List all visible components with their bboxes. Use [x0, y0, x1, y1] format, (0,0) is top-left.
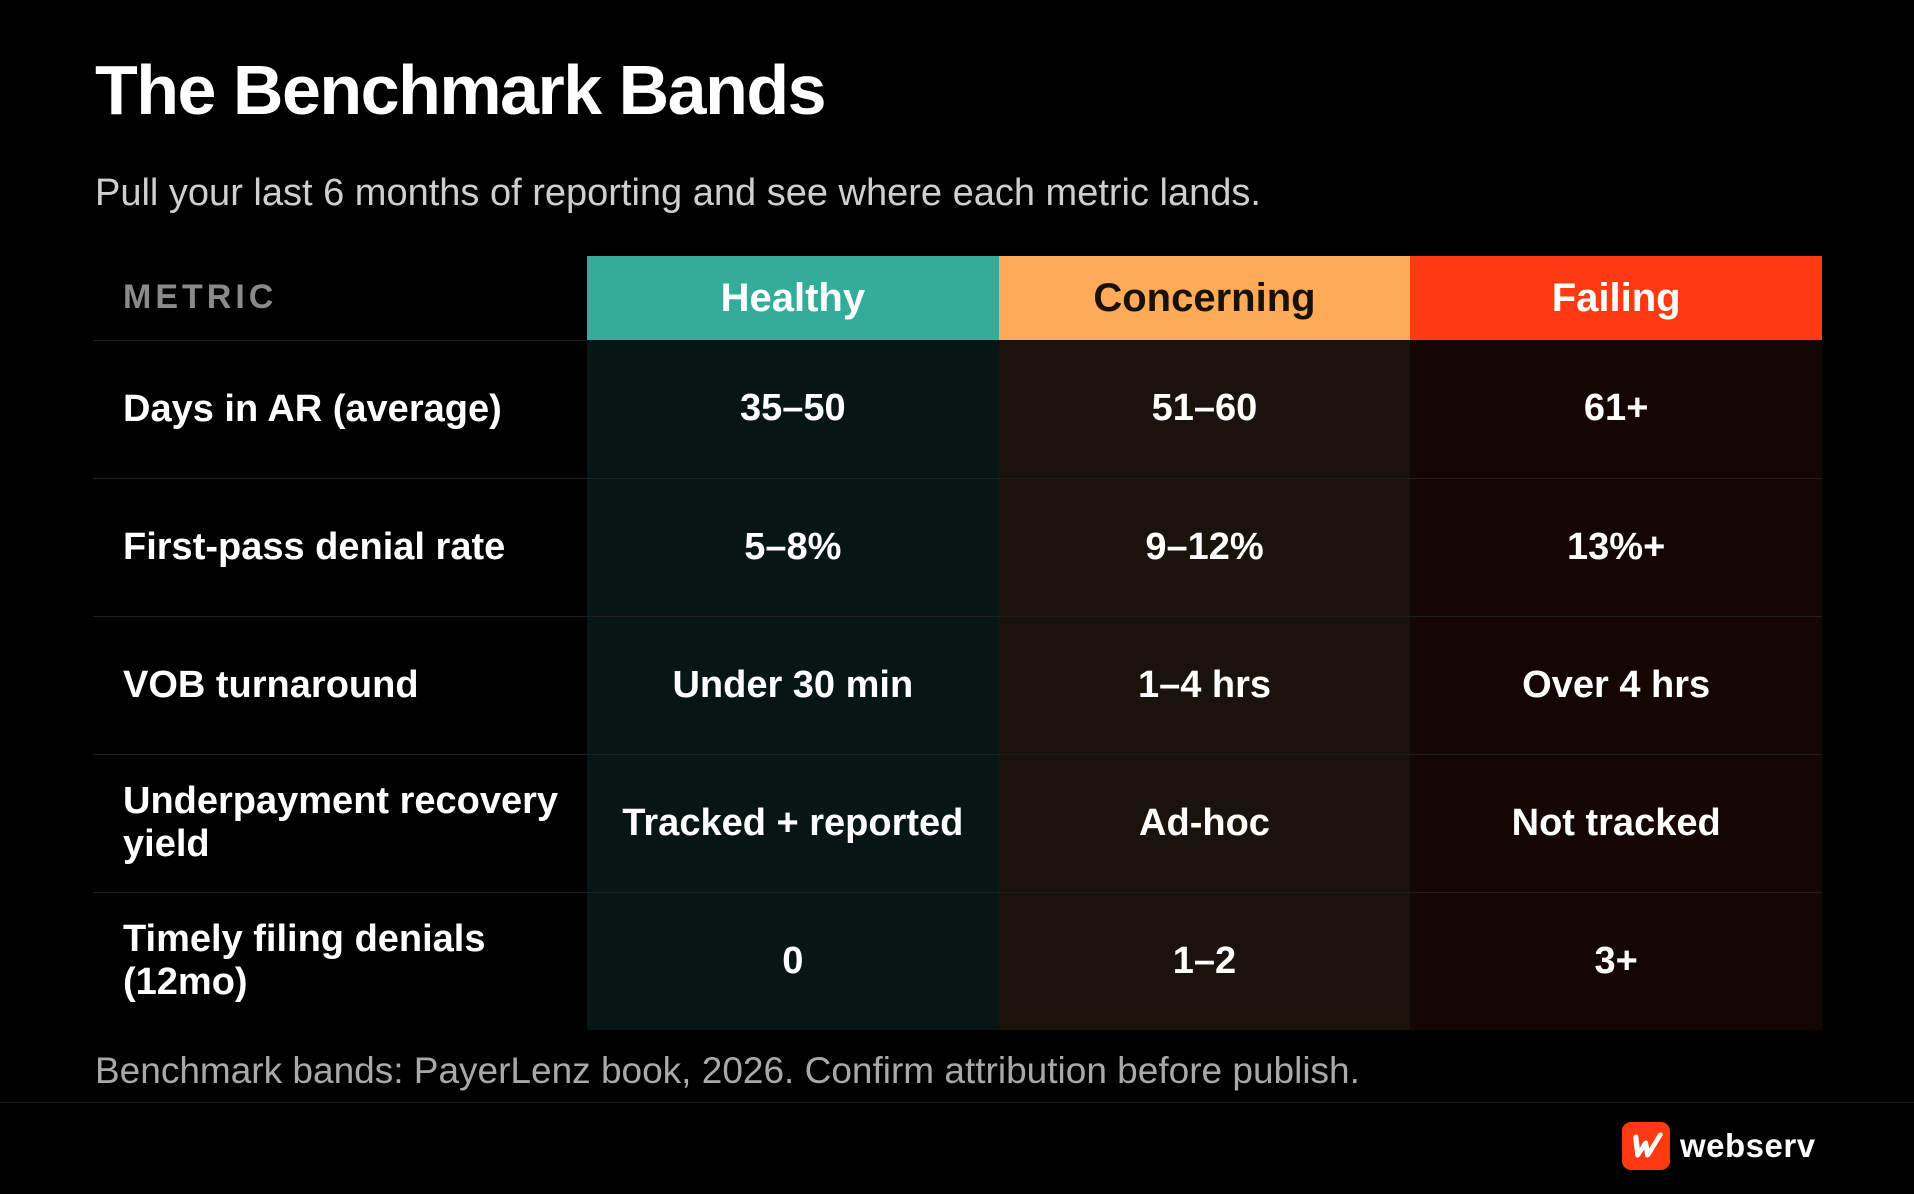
table-header-row: METRIC Healthy Concerning Failing [93, 256, 1822, 341]
concerning-value: 1–4 hrs [998, 616, 1411, 755]
healthy-value: Tracked + reported [587, 754, 999, 893]
table-row: Days in AR (average) 35–50 51–60 61+ [93, 340, 1822, 479]
failing-value: 13%+ [1410, 478, 1822, 617]
metric-label: Underpayment recovery yield [93, 754, 587, 893]
column-header-concerning: Concerning [998, 256, 1411, 340]
concerning-value: Ad-hoc [998, 754, 1411, 893]
page-subtitle: Pull your last 6 months of reporting and… [95, 172, 1261, 214]
table-row: VOB turnaround Under 30 min 1–4 hrs Over… [93, 616, 1822, 755]
footer-divider [0, 1102, 1914, 1103]
brand-logo: webserv [1622, 1122, 1816, 1170]
page-title: The Benchmark Bands [95, 51, 827, 129]
healthy-value: 35–50 [587, 340, 999, 479]
column-header-metric: METRIC [93, 256, 587, 341]
source-footnote: Benchmark bands: PayerLenz book, 2026. C… [95, 1050, 1360, 1091]
metric-label: Timely filing denials (12mo) [93, 892, 587, 1030]
table-row: Underpayment recovery yield Tracked + re… [93, 754, 1822, 893]
metric-label: First-pass denial rate [93, 478, 587, 617]
column-header-healthy: Healthy [587, 256, 999, 340]
table-row: Timely filing denials (12mo) 0 1–2 3+ [93, 892, 1822, 1030]
failing-value: 61+ [1410, 340, 1822, 479]
failing-value: Over 4 hrs [1410, 616, 1822, 755]
column-header-failing: Failing [1410, 256, 1822, 340]
healthy-value: Under 30 min [587, 616, 999, 755]
concerning-value: 51–60 [998, 340, 1411, 479]
concerning-value: 1–2 [998, 892, 1411, 1030]
metric-label: VOB turnaround [93, 616, 587, 755]
failing-value: 3+ [1410, 892, 1822, 1030]
table-row: First-pass denial rate 5–8% 9–12% 13%+ [93, 478, 1822, 617]
healthy-value: 0 [587, 892, 999, 1030]
metric-label: Days in AR (average) [93, 340, 587, 479]
healthy-value: 5–8% [587, 478, 999, 617]
webserv-logo-icon [1622, 1122, 1670, 1170]
failing-value: Not tracked [1410, 754, 1822, 893]
brand-name: webserv [1680, 1127, 1816, 1164]
concerning-value: 9–12% [998, 478, 1411, 617]
benchmark-table: METRIC Healthy Concerning Failing Days i… [93, 256, 1822, 1030]
